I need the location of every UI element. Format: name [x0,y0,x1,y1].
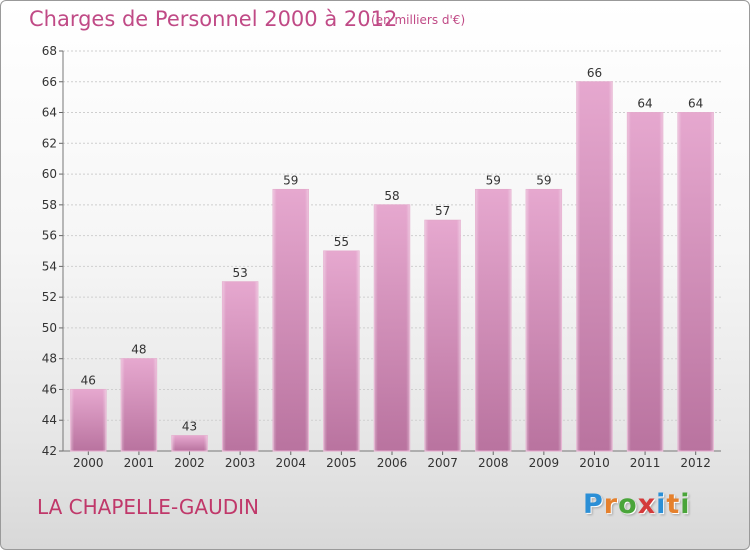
bar-highlight [475,189,511,451]
x-tick-label: 2003 [225,456,256,470]
x-tick-label: 2012 [680,456,711,470]
bar-highlight [323,251,360,451]
bar-highlight [374,204,410,451]
bar-highlight [424,220,461,451]
y-tick-label: 60 [42,167,57,181]
x-tick-label: 2001 [124,456,155,470]
y-tick-label: 44 [42,413,57,427]
chart-subtitle: (en milliers d'€) [371,13,466,27]
bar-value-label: 59 [536,173,551,187]
x-tick-label: 2008 [478,456,509,470]
bar-value-label: 53 [233,266,248,280]
logo-letter: o [618,489,638,520]
logo-letter: i [656,489,667,520]
proxiti-logo: Proxiti [583,489,691,520]
x-tick-label: 2007 [427,456,458,470]
bar-highlight [627,112,663,452]
bar-highlight [222,281,258,451]
x-tick-label: 2002 [174,456,205,470]
x-tick-label: 2010 [579,456,610,470]
y-tick-label: 54 [42,259,57,273]
bar-value-label: 57 [435,204,450,218]
bar-highlight [576,81,613,452]
x-tick-label: 2005 [326,456,357,470]
x-tick-label: 2006 [377,456,408,470]
bar-value-label: 55 [334,235,349,249]
x-tick-label: 2000 [73,456,104,470]
y-tick-label: 68 [42,44,57,58]
bar-value-label: 64 [637,97,652,111]
y-tick-label: 64 [42,106,57,120]
logo-letter: t [666,489,681,520]
bar-value-label: 58 [384,189,399,203]
bar-highlight [677,112,714,452]
bar-highlight [171,435,208,451]
bar-value-label: 66 [587,66,602,80]
bar-value-label: 46 [81,373,96,387]
x-tick-label: 2004 [275,456,306,470]
y-tick-label: 56 [42,229,57,243]
bar-highlight [526,189,562,451]
bar-value-label: 43 [182,420,197,434]
y-tick-label: 48 [42,352,57,366]
y-tick-label: 42 [42,444,57,458]
y-tick-label: 52 [42,290,57,304]
y-tick-label: 58 [42,198,57,212]
x-tick-label: 2011 [630,456,661,470]
bar-value-label: 59 [283,173,298,187]
logo-letter: P [583,489,604,520]
x-tick-label: 2009 [529,456,560,470]
y-tick-label: 62 [42,136,57,150]
bar-highlight [121,358,157,451]
logo-letter: r [603,489,619,520]
chart-title: Charges de Personnel 2000 à 2012 [29,7,398,31]
bar-highlight [70,389,107,451]
commune-name: LA CHAPELLE-GAUDIN [37,495,259,519]
bar-value-label: 64 [688,97,703,111]
logo-letter: x [637,489,657,520]
bar-value-label: 59 [486,173,501,187]
logo-letter: i [680,489,691,520]
bar-value-label: 48 [131,343,146,357]
bar-highlight [273,189,309,451]
y-tick-label: 46 [42,382,57,396]
y-tick-label: 50 [42,321,57,335]
y-tick-label: 66 [42,75,57,89]
